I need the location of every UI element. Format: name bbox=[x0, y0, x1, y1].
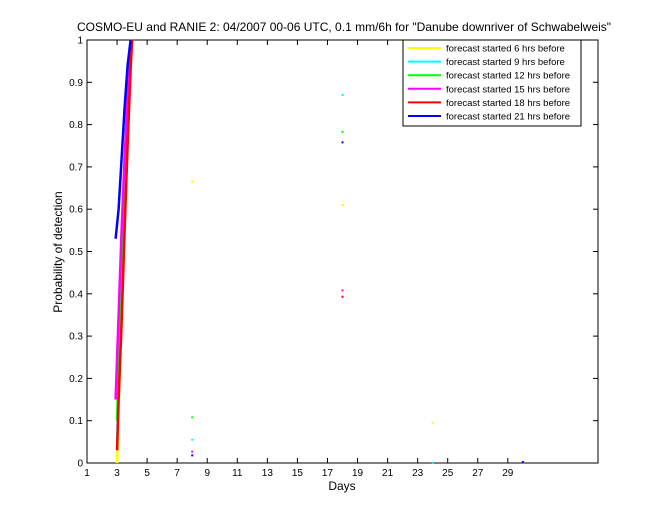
series-line bbox=[114, 39, 132, 239]
x-tick-label: 15 bbox=[292, 468, 304, 479]
series-5 bbox=[115, 39, 344, 451]
legend-item: forecast started 9 hrs before bbox=[408, 57, 565, 68]
series-line bbox=[115, 39, 134, 451]
x-tick-label: 29 bbox=[502, 468, 514, 479]
y-axis-label: Probability of detection bbox=[51, 191, 65, 312]
x-axis-label: Days bbox=[328, 479, 355, 493]
x-tick-label: 7 bbox=[174, 468, 180, 479]
legend-item: forecast started 6 hrs before bbox=[408, 44, 565, 55]
legend-box bbox=[402, 39, 582, 127]
x-tick-label: 1 bbox=[84, 468, 90, 479]
legend-item: forecast started 12 hrs before bbox=[408, 71, 570, 82]
legend-label: forecast started 21 hrs before bbox=[446, 112, 570, 123]
x-tick-label: 27 bbox=[472, 468, 484, 479]
legend: forecast started 6 hrs before forecast st… bbox=[402, 39, 582, 127]
legend-label: forecast started 18 hrs before bbox=[446, 98, 570, 109]
legend-item: forecast started 21 hrs before bbox=[408, 112, 570, 123]
x-tick-label: 11 bbox=[232, 468, 243, 479]
legend-item: forecast started 18 hrs before bbox=[408, 98, 570, 109]
y-tick-label: 1 bbox=[77, 36, 83, 47]
y-axis: 0 0.1 0.2 0.3 0.4 0.5 0.6 0.7 0.8 0.9 1 bbox=[69, 36, 598, 470]
x-tick-label: 13 bbox=[262, 468, 274, 479]
y-tick-label: 0.6 bbox=[69, 205, 83, 216]
y-tick-label: 0 bbox=[77, 459, 83, 470]
x-tick-label: 17 bbox=[322, 468, 334, 479]
y-tick-label: 0.4 bbox=[69, 289, 83, 300]
x-tick-label: 3 bbox=[114, 468, 120, 479]
x-tick-label: 23 bbox=[412, 468, 424, 479]
y-tick-label: 0.3 bbox=[69, 332, 83, 343]
series-6 bbox=[114, 39, 524, 464]
x-tick-label: 21 bbox=[382, 468, 394, 479]
y-tick-label: 0.8 bbox=[69, 120, 83, 131]
x-tick-label: 25 bbox=[442, 468, 454, 479]
legend-label: forecast started 12 hrs before bbox=[446, 71, 570, 82]
y-tick-label: 0.9 bbox=[69, 78, 83, 89]
x-tick-label: 19 bbox=[352, 468, 364, 479]
y-tick-label: 0.1 bbox=[69, 416, 83, 427]
legend-label: forecast started 15 hrs before bbox=[446, 84, 570, 95]
legend-label: forecast started 6 hrs before bbox=[446, 44, 565, 55]
series-layer bbox=[114, 39, 524, 464]
y-tick-label: 0.5 bbox=[69, 247, 83, 258]
chart-title: COSMO-EU and RANIE 2: 04/2007 00-06 UTC,… bbox=[77, 20, 611, 34]
y-tick-label: 0.2 bbox=[69, 374, 83, 385]
x-axis: 1 3 5 7 9 11 13 15 17 19 21 23 25 27 29 bbox=[84, 40, 514, 479]
legend-item: forecast started 15 hrs before bbox=[408, 84, 570, 95]
x-tick-label: 9 bbox=[204, 468, 210, 479]
legend-label: forecast started 9 hrs before bbox=[446, 57, 565, 68]
x-tick-label: 5 bbox=[144, 468, 150, 479]
y-tick-label: 0.7 bbox=[69, 162, 83, 173]
